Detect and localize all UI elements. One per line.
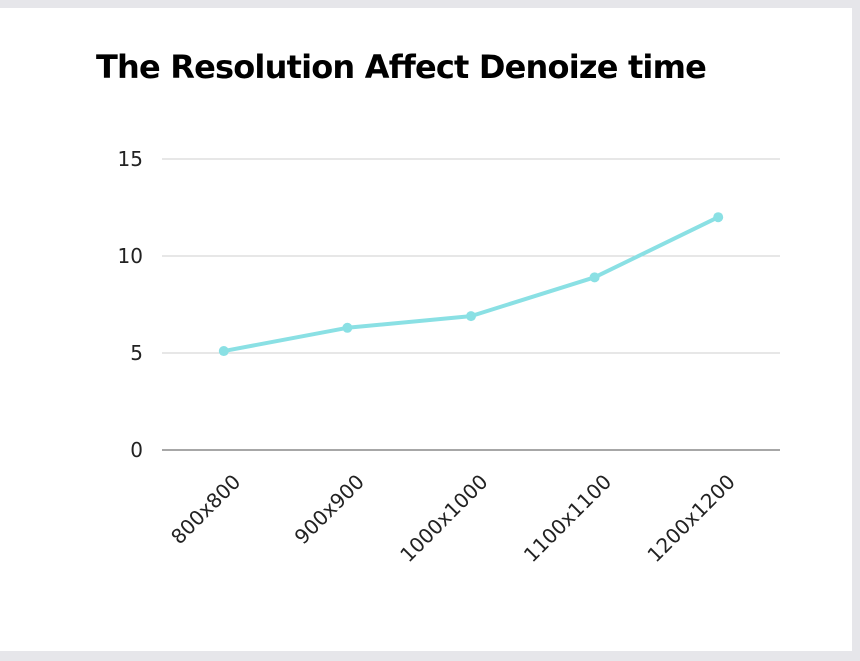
y-tick-label: 10: [118, 244, 143, 268]
x-tick-label: 800x800: [166, 470, 245, 549]
chart-card: The Resolution Affect Denoize time: [0, 8, 852, 651]
data-point: [713, 212, 724, 223]
data-point: [218, 346, 229, 357]
data-point: [589, 272, 600, 283]
y-tick-label: 0: [130, 438, 143, 462]
y-tick-label: 15: [118, 147, 143, 171]
x-tick-label: 1000x1000: [395, 470, 492, 567]
series-line: [221, 215, 721, 354]
x-tick-label: 1200x1200: [642, 470, 739, 567]
x-tick-label: 1100x1100: [519, 470, 616, 567]
data-point: [342, 322, 353, 333]
data-point: [466, 311, 476, 322]
x-tick-label: 900x900: [290, 470, 369, 549]
y-tick-label: 5: [130, 341, 143, 365]
chart-title: The Resolution Affect Denoize time: [96, 48, 707, 86]
